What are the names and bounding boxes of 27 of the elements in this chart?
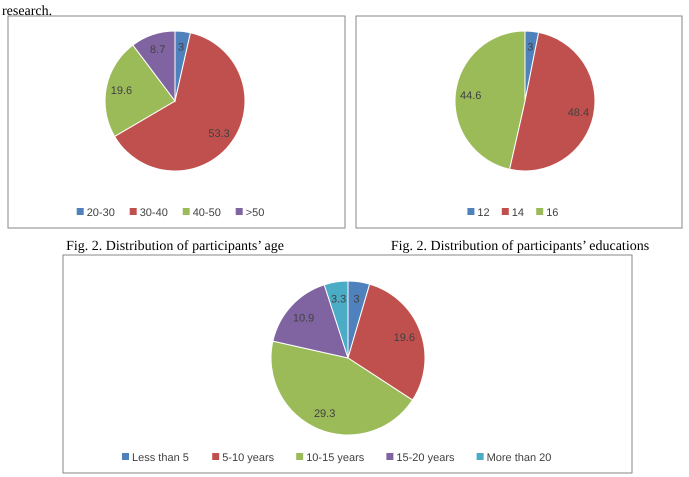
- legend-label: Less than 5: [132, 452, 189, 464]
- legend-label: 20-30: [86, 206, 115, 219]
- data-label: 3: [527, 42, 534, 54]
- text: research.: [2, 4, 52, 19]
- text: Fig. 2. Distribution of participants’ educations: [390, 239, 650, 254]
- legend-label: 14: [512, 206, 524, 219]
- data-label: 10.9: [292, 312, 314, 324]
- data-label: 19.6: [394, 332, 416, 344]
- data-label: 53.3: [208, 128, 230, 140]
- data-label: 44.6: [460, 90, 482, 102]
- text: Fig. 2. Distribution of participants’ age: [66, 239, 284, 254]
- legend-label: 10-15 years: [306, 452, 365, 464]
- data-label: 3: [353, 293, 360, 306]
- data-label: 48.4: [568, 107, 590, 120]
- data-label: 19.6: [110, 85, 132, 98]
- legend-label: >50: [246, 206, 264, 219]
- data-label: 29.3: [314, 408, 336, 420]
- data-label: 3.3: [330, 294, 346, 306]
- legend-label: 12: [477, 206, 490, 219]
- legend-label: More than 20: [486, 452, 552, 464]
- legend-label: 15-20 years: [396, 452, 455, 464]
- data-label: 8.7: [150, 44, 166, 56]
- legend-label: 40-50: [192, 206, 221, 219]
- legend-label: 30-40: [140, 206, 168, 219]
- legend-label: 5-10 years: [222, 452, 275, 464]
- data-label: 3: [178, 42, 184, 54]
- legend-label: 16: [546, 206, 558, 219]
